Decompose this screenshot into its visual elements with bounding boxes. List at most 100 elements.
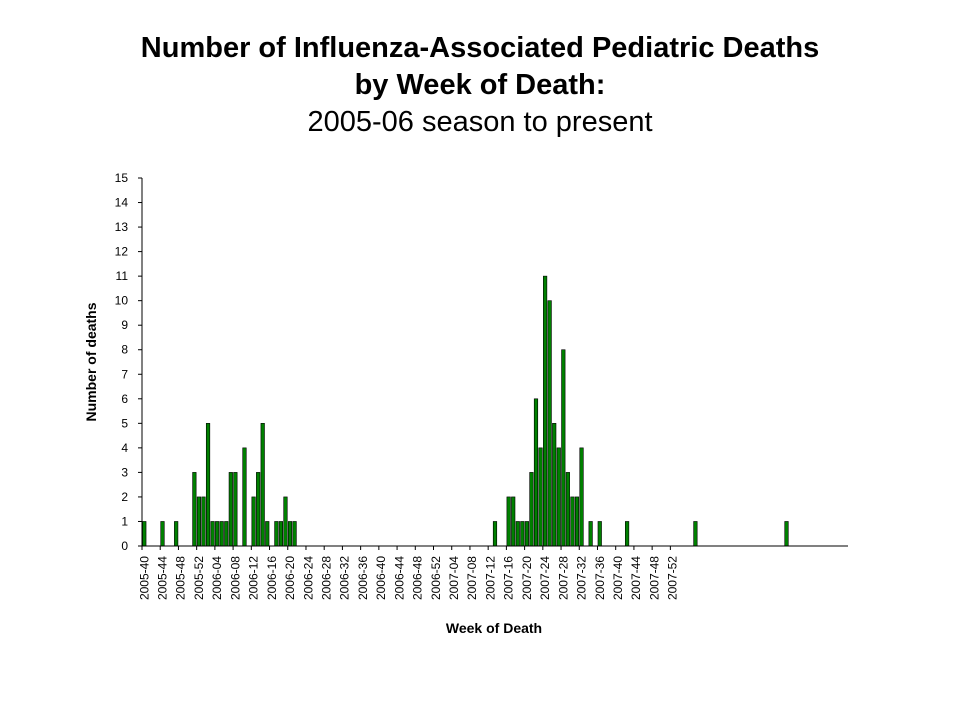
bar bbox=[565, 472, 570, 547]
x-tick-label: 2007-36 bbox=[593, 556, 607, 600]
bar bbox=[579, 447, 584, 547]
bar bbox=[511, 496, 516, 547]
bar bbox=[538, 447, 543, 547]
bar bbox=[283, 496, 288, 547]
bar bbox=[597, 521, 602, 547]
x-tick-label: 2007-52 bbox=[666, 556, 680, 600]
y-tick-label: 7 bbox=[121, 367, 128, 381]
bar bbox=[492, 521, 498, 547]
bar bbox=[547, 300, 552, 547]
x-tick-label: 2006-36 bbox=[356, 556, 370, 600]
bar bbox=[192, 472, 197, 547]
x-axis-label: Week of Death bbox=[446, 620, 542, 636]
bar bbox=[274, 521, 279, 547]
bar bbox=[260, 423, 265, 547]
bar bbox=[533, 398, 539, 547]
bar bbox=[219, 521, 224, 547]
chart-title: Number of Influenza-Associated Pediatric… bbox=[0, 30, 960, 141]
x-tick-label: 2006-08 bbox=[228, 556, 242, 600]
x-tick-label: 2007-08 bbox=[465, 556, 479, 600]
bar bbox=[265, 521, 270, 547]
bar bbox=[278, 521, 283, 547]
x-tick-label: 2007-48 bbox=[647, 556, 661, 600]
x-tick-label: 2006-44 bbox=[392, 556, 406, 600]
bar bbox=[215, 521, 220, 547]
bar bbox=[693, 521, 698, 547]
x-tick-label: 2006-12 bbox=[247, 556, 261, 600]
bar bbox=[196, 496, 202, 547]
bar bbox=[543, 275, 548, 547]
y-tick-label: 15 bbox=[115, 171, 129, 185]
y-tick-label: 10 bbox=[115, 294, 129, 308]
bar bbox=[574, 496, 580, 547]
y-tick-label: 5 bbox=[121, 416, 128, 430]
bar bbox=[556, 447, 561, 547]
y-tick-label: 3 bbox=[121, 465, 128, 479]
y-tick-label: 8 bbox=[121, 343, 128, 357]
x-tick-label: 2007-24 bbox=[538, 556, 552, 600]
y-tick-label: 1 bbox=[121, 514, 128, 528]
y-tick-label: 14 bbox=[115, 196, 129, 210]
x-tick-label: 2006-16 bbox=[265, 556, 279, 600]
x-tick-label: 2006-28 bbox=[319, 556, 333, 600]
bar bbox=[506, 496, 511, 547]
x-tick-label: 2007-28 bbox=[556, 556, 570, 600]
bar bbox=[251, 496, 256, 547]
bar bbox=[242, 447, 247, 547]
x-tick-label: 2007-12 bbox=[483, 556, 497, 600]
y-tick-label: 9 bbox=[121, 318, 128, 332]
x-tick-label: 2006-20 bbox=[283, 556, 297, 600]
bar bbox=[784, 521, 789, 547]
x-tick-label: 2005-48 bbox=[174, 556, 188, 600]
x-tick-label: 2005-44 bbox=[155, 556, 169, 600]
bar bbox=[292, 521, 297, 547]
bar bbox=[256, 472, 261, 547]
x-tick-label: 2007-44 bbox=[629, 556, 643, 600]
bar bbox=[515, 521, 520, 547]
bar bbox=[588, 521, 593, 547]
y-axis-label: Number of deaths bbox=[83, 302, 99, 421]
x-tick-label: 2006-52 bbox=[429, 556, 443, 600]
bar bbox=[570, 496, 575, 547]
bar bbox=[524, 521, 529, 547]
y-tick-label: 6 bbox=[121, 392, 128, 406]
x-tick-label: 2005-40 bbox=[137, 556, 151, 600]
bar bbox=[228, 472, 233, 547]
y-tick-label: 4 bbox=[121, 441, 128, 455]
x-tick-label: 2007-04 bbox=[447, 556, 461, 600]
bar bbox=[529, 472, 534, 547]
x-tick-label: 2007-16 bbox=[502, 556, 516, 600]
bar bbox=[561, 349, 566, 547]
chart-subtitle: 2005-06 season to present bbox=[307, 106, 653, 138]
bar bbox=[205, 423, 211, 547]
bar bbox=[287, 521, 293, 547]
x-tick-label: 2005-52 bbox=[192, 556, 206, 600]
y-tick-label: 11 bbox=[116, 269, 129, 283]
x-tick-label: 2007-32 bbox=[575, 556, 589, 600]
bar bbox=[625, 521, 630, 547]
x-tick-label: 2006-32 bbox=[338, 556, 352, 600]
x-tick-label: 2007-20 bbox=[520, 556, 534, 600]
bar bbox=[174, 521, 179, 547]
bar bbox=[520, 521, 525, 547]
bar bbox=[201, 496, 206, 547]
x-tick-label: 2006-48 bbox=[411, 556, 425, 600]
title-line-2: by Week of Death: bbox=[354, 69, 606, 101]
bar bbox=[160, 521, 165, 547]
y-tick-label: 13 bbox=[115, 220, 129, 234]
x-tick-label: 2007-40 bbox=[611, 556, 625, 600]
y-tick-label: 12 bbox=[115, 245, 129, 259]
bar bbox=[142, 521, 147, 547]
x-tick-label: 2006-24 bbox=[301, 556, 315, 600]
x-tick-label: 2006-04 bbox=[210, 556, 224, 600]
title-line-1: Number of Influenza-Associated Pediatric… bbox=[140, 32, 820, 64]
bar bbox=[233, 472, 238, 547]
x-tick-label: 2006-40 bbox=[374, 556, 388, 600]
y-tick-label: 2 bbox=[121, 490, 128, 504]
bar bbox=[224, 521, 229, 547]
bar bbox=[210, 521, 215, 547]
y-tick-label: 0 bbox=[121, 539, 128, 553]
bar bbox=[552, 423, 557, 547]
